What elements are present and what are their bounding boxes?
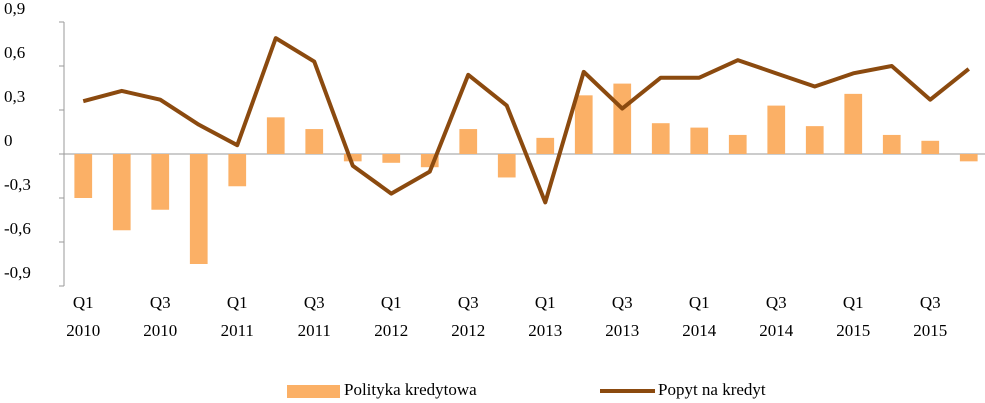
x-tick-label-line: Q3 [150, 293, 171, 312]
x-tick-label-line: Q3 [612, 293, 633, 312]
bar [959, 154, 978, 162]
bar [228, 154, 247, 187]
legend-label: Popyt na kredyt [658, 380, 766, 399]
bar [574, 95, 593, 154]
x-tick-label-line: Q1 [381, 293, 402, 312]
x-tick-label-line: 2010 [143, 321, 177, 340]
bar [459, 129, 478, 154]
x-tick-label-line: 2010 [66, 321, 100, 340]
x-tick-label-line: Q3 [304, 293, 325, 312]
x-tick-label-line: 2012 [451, 321, 485, 340]
x-tick-label-line: 2013 [528, 321, 562, 340]
bar [882, 134, 901, 154]
x-tick-label: Q1 2014 [682, 293, 717, 340]
bar [728, 134, 747, 154]
y-tick-label: 0 [4, 131, 13, 150]
x-tick-label-line: Q1 [227, 293, 248, 312]
bar [343, 154, 362, 162]
x-tick-label-line: Q1 [535, 293, 556, 312]
x-tick-label-line: Q1 [843, 293, 864, 312]
bar [266, 117, 285, 154]
x-tick-label: Q3 2010 [143, 293, 177, 340]
bar [805, 126, 824, 154]
bar [921, 140, 940, 154]
y-tick-label: 0,3 [4, 87, 25, 106]
x-tick-label-line: 2011 [298, 321, 331, 340]
x-tick-label: Q1 2013 [528, 293, 562, 340]
legend-label: Polityka kredytowa [344, 380, 477, 399]
bar [536, 137, 555, 154]
bar [74, 154, 93, 198]
legend-swatch [287, 385, 340, 398]
x-tick-label: Q3 2014 [759, 293, 794, 340]
x-tick-label-line: 2015 [836, 321, 870, 340]
x-tick-label: Q1 2010 [66, 293, 100, 340]
bar [767, 105, 786, 154]
y-tick-label: -0,6 [4, 219, 31, 238]
bar [305, 129, 324, 154]
bar [613, 83, 632, 154]
bar [844, 93, 863, 154]
x-tick-label-line: 2014 [682, 321, 717, 340]
x-tick-label-line: Q3 [458, 293, 479, 312]
bar [497, 154, 516, 178]
y-tick-label: 0,9 [4, 0, 25, 18]
bar [690, 127, 709, 154]
x-tick-label: Q1 2011 [221, 293, 254, 340]
bar [189, 154, 208, 264]
y-tick-label: -0,9 [4, 263, 31, 282]
bar [112, 154, 131, 231]
y-tick-label: -0,3 [4, 175, 31, 194]
x-tick-label: Q3 2015 [913, 293, 947, 340]
x-tick-label-line: Q1 [73, 293, 94, 312]
x-tick-label: Q1 2015 [836, 293, 870, 340]
x-tick-label-line: 2014 [759, 321, 794, 340]
x-tick-label-line: Q3 [920, 293, 941, 312]
x-tick-label: Q3 2012 [451, 293, 485, 340]
line [82, 36, 970, 205]
x-tick-label: Q1 2012 [374, 293, 408, 340]
x-tick-label-line: 2015 [913, 321, 947, 340]
bar [151, 154, 170, 210]
y-tick-label: 0,6 [4, 43, 25, 62]
x-tick-label-line: 2012 [374, 321, 408, 340]
x-tick-label: Q3 2011 [298, 293, 331, 340]
x-tick-label-line: 2013 [605, 321, 639, 340]
bar [651, 123, 670, 154]
bar [382, 154, 401, 163]
x-tick-label-line: Q1 [689, 293, 710, 312]
x-tick-label-line: 2011 [221, 321, 254, 340]
x-tick-label: Q3 2013 [605, 293, 639, 340]
x-tick-label-line: Q3 [766, 293, 787, 312]
